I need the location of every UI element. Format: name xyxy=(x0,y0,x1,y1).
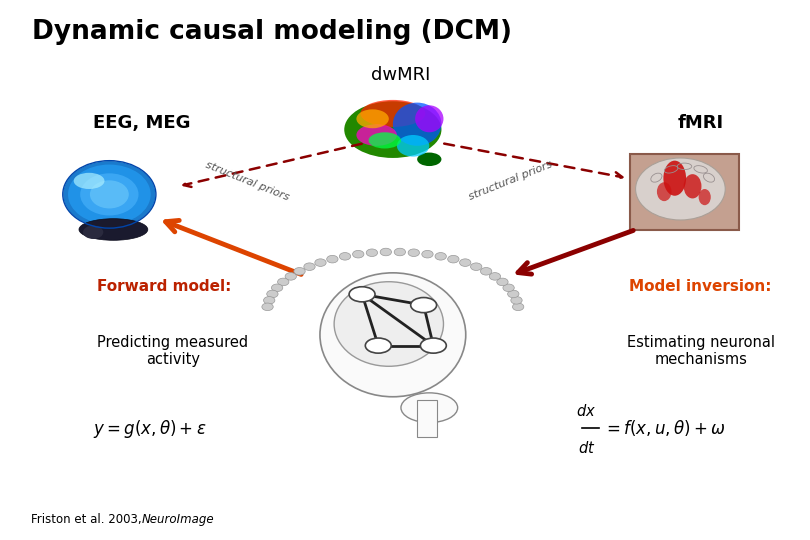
Ellipse shape xyxy=(356,109,389,128)
Circle shape xyxy=(326,255,338,263)
Text: dwMRI: dwMRI xyxy=(371,66,431,84)
Circle shape xyxy=(459,259,471,266)
Circle shape xyxy=(435,253,446,260)
Bar xyxy=(417,400,437,437)
Ellipse shape xyxy=(365,338,391,353)
Circle shape xyxy=(408,249,420,256)
Circle shape xyxy=(394,248,406,256)
Circle shape xyxy=(278,278,289,286)
Ellipse shape xyxy=(420,338,446,353)
Circle shape xyxy=(263,296,275,304)
Circle shape xyxy=(422,251,433,258)
Ellipse shape xyxy=(356,124,397,146)
Circle shape xyxy=(271,284,283,292)
Ellipse shape xyxy=(663,160,686,195)
Text: NeuroImage: NeuroImage xyxy=(142,513,215,526)
Circle shape xyxy=(489,273,501,280)
Ellipse shape xyxy=(415,105,444,132)
Circle shape xyxy=(315,259,326,266)
Ellipse shape xyxy=(79,219,148,240)
Ellipse shape xyxy=(417,152,441,166)
Text: $dt$: $dt$ xyxy=(578,440,595,456)
Text: structural priors: structural priors xyxy=(467,159,553,202)
Circle shape xyxy=(480,267,492,275)
Ellipse shape xyxy=(636,158,725,220)
Circle shape xyxy=(513,303,524,310)
Circle shape xyxy=(503,284,514,292)
Ellipse shape xyxy=(74,173,104,189)
Text: $dx$: $dx$ xyxy=(577,402,596,418)
Ellipse shape xyxy=(63,161,156,228)
Text: fMRI: fMRI xyxy=(678,114,723,132)
Circle shape xyxy=(304,263,315,271)
Text: structural priors: structural priors xyxy=(204,159,290,202)
Circle shape xyxy=(380,248,391,256)
Circle shape xyxy=(352,251,364,258)
Circle shape xyxy=(497,278,508,286)
Ellipse shape xyxy=(80,173,139,215)
Circle shape xyxy=(266,290,278,298)
Ellipse shape xyxy=(334,282,444,366)
Text: Dynamic causal modeling (DCM): Dynamic causal modeling (DCM) xyxy=(32,19,513,45)
Circle shape xyxy=(285,273,296,280)
Text: Friston et al. 2003,: Friston et al. 2003, xyxy=(31,513,145,526)
Ellipse shape xyxy=(344,102,441,158)
Circle shape xyxy=(339,253,351,260)
Text: $y = g(x,\theta) + \varepsilon$: $y = g(x,\theta) + \varepsilon$ xyxy=(93,418,207,440)
Circle shape xyxy=(511,296,522,304)
Ellipse shape xyxy=(68,165,151,224)
Text: Model inversion:: Model inversion: xyxy=(629,279,772,294)
Circle shape xyxy=(294,267,305,275)
Ellipse shape xyxy=(90,180,129,208)
Ellipse shape xyxy=(369,132,401,149)
Ellipse shape xyxy=(360,100,425,127)
Circle shape xyxy=(471,263,482,271)
Circle shape xyxy=(448,255,459,263)
Text: Estimating neuronal
mechanisms: Estimating neuronal mechanisms xyxy=(627,335,774,367)
Ellipse shape xyxy=(411,298,437,313)
Ellipse shape xyxy=(684,174,701,199)
Bar xyxy=(630,154,739,230)
Circle shape xyxy=(262,303,273,310)
Ellipse shape xyxy=(698,189,711,205)
Circle shape xyxy=(366,249,377,256)
Ellipse shape xyxy=(657,183,671,201)
Ellipse shape xyxy=(83,226,104,239)
Text: EEG, MEG: EEG, MEG xyxy=(93,114,190,132)
Ellipse shape xyxy=(320,273,466,397)
Text: $= f(x,u,\theta)+\omega$: $= f(x,u,\theta)+\omega$ xyxy=(603,418,726,438)
Ellipse shape xyxy=(349,287,375,302)
Ellipse shape xyxy=(401,393,458,422)
Ellipse shape xyxy=(397,135,429,157)
Text: Predicting measured
activity: Predicting measured activity xyxy=(97,335,249,367)
Ellipse shape xyxy=(393,103,441,146)
Circle shape xyxy=(508,290,519,298)
Text: Forward model:: Forward model: xyxy=(97,279,232,294)
